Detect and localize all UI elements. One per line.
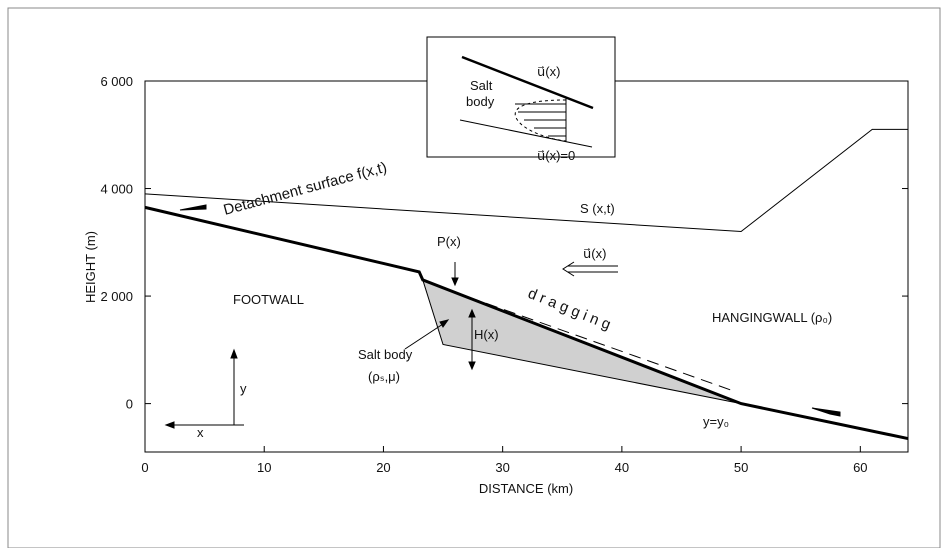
arrow-head — [452, 278, 458, 285]
x-tick-label: 0 — [141, 460, 148, 475]
x-tick-label: 50 — [734, 460, 748, 475]
slip-arrow — [180, 205, 206, 210]
annotation: P(x) — [437, 234, 461, 249]
x-tick-label: 20 — [376, 460, 390, 475]
annotation: Salt body — [358, 347, 413, 362]
y-axis-label: HEIGHT (m) — [83, 231, 98, 303]
x-tick-label: 60 — [853, 460, 867, 475]
arrow-head — [231, 350, 237, 358]
annotation: Detachment surface f(x,t) — [222, 159, 389, 219]
inset-frame — [427, 37, 615, 157]
arrow-head — [469, 362, 475, 369]
arrow-head — [166, 422, 174, 428]
annotation: FOOTWALL — [233, 292, 304, 307]
chart: DISTANCE (km) HEIGHT (m) Detachment surf… — [0, 0, 951, 548]
annotation: (ρₛ,μ) — [368, 369, 400, 384]
x-axis-label: DISTANCE (km) — [479, 481, 573, 496]
y-tick-label: 4 000 — [100, 182, 133, 197]
inset-label: u⃗(x) — [537, 64, 560, 79]
x-tick-label: 30 — [495, 460, 509, 475]
annotation: y=y₀ — [703, 414, 729, 429]
inset-label: Salt — [470, 78, 493, 93]
y-tick-label: 2 000 — [100, 289, 133, 304]
plot — [145, 129, 908, 438]
annotation: u⃗(x) — [583, 246, 606, 261]
slip-arrow — [812, 408, 840, 416]
x-tick-label: 10 — [257, 460, 271, 475]
inset: Salt body u⃗(x) u⃗(x)=0 — [427, 37, 615, 163]
annotation: S (x,t) — [580, 201, 615, 216]
annotation: HANGINGWALL (ρ₀) — [712, 310, 832, 325]
inset-label: u⃗(x)=0 — [537, 148, 575, 163]
annotation: H(x) — [474, 327, 499, 342]
x-tick-label: 40 — [615, 460, 629, 475]
y-tick-label: 6 000 — [100, 74, 133, 89]
annotation: x — [197, 425, 204, 440]
flow-arrow — [563, 262, 574, 276]
annotation: y — [240, 381, 247, 396]
y-tick-label: 0 — [126, 397, 133, 412]
inset-label: body — [466, 94, 495, 109]
